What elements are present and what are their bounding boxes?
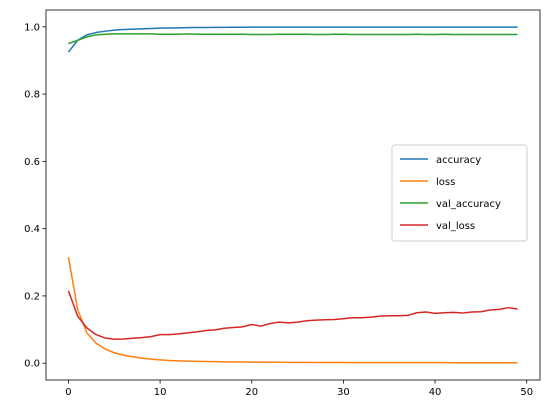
y-tick-label: 1.0 [24, 22, 40, 33]
legend-box [391, 144, 528, 242]
y-tick-label: 0.6 [24, 157, 40, 168]
series-lines [67, 26, 518, 364]
legend-label: accuracy [436, 155, 481, 166]
x-tick-label: 0 [65, 387, 71, 398]
legend-label: val_accuracy [436, 199, 501, 210]
x-tick-label: 50 [520, 387, 533, 398]
y-tick-label: 0.8 [24, 90, 40, 101]
y-tick-label: 0.2 [24, 291, 40, 302]
legend-label: loss [436, 177, 455, 188]
x-tick-label: 30 [337, 387, 350, 398]
plot-frame [45, 9, 541, 381]
legend: accuracy loss val_accuracy val_loss [391, 144, 528, 242]
y-tick-label: 0.0 [24, 359, 40, 370]
x-tick-label: 40 [429, 387, 442, 398]
axis-ticks: 0 10 20 30 40 50 0.0 0.2 0.4 0.6 0.8 1.0 [24, 22, 533, 398]
series-line-val-accuracy [68, 33, 518, 45]
x-tick-label: 20 [245, 387, 258, 398]
legend-label: val_loss [436, 221, 475, 232]
series-line-loss [67, 257, 518, 364]
series-line-accuracy [67, 26, 518, 53]
y-tick-label: 0.4 [24, 224, 40, 235]
series-line-val-loss [67, 290, 518, 341]
x-tick-label: 10 [154, 387, 167, 398]
